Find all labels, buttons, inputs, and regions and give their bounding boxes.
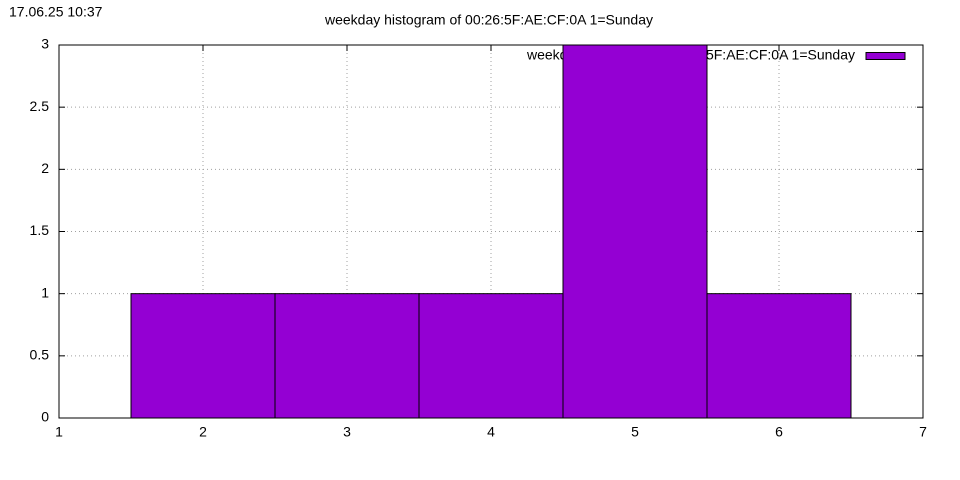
y-tick-label: 0.5: [30, 347, 50, 363]
x-tick-label: 6: [775, 424, 783, 440]
bar: [706, 293, 852, 419]
timestamp: 17.06.25 10:37: [9, 4, 103, 20]
y-tick-label: 1.5: [30, 222, 50, 238]
bar: [418, 293, 564, 419]
x-tick-label: 3: [343, 424, 351, 440]
y-tick-label: 3: [41, 36, 49, 52]
x-tick-label: 7: [919, 424, 927, 440]
x-tick-label: 4: [487, 424, 495, 440]
y-tick-label: 2: [41, 160, 49, 176]
y-tick-label: 2.5: [30, 98, 50, 114]
bar: [130, 293, 276, 419]
bar: [274, 293, 420, 419]
y-tick-label: 1: [41, 284, 49, 300]
bar: [562, 44, 708, 419]
y-tick-label: 0: [41, 409, 49, 425]
x-tick-label: 1: [55, 424, 63, 440]
x-tick-label: 5: [631, 424, 639, 440]
legend-swatch: [865, 52, 906, 60]
x-tick-label: 2: [199, 424, 207, 440]
chart-title: weekday histogram of 00:26:5F:AE:CF:0A 1…: [324, 12, 653, 28]
plot-border: [58, 44, 924, 419]
